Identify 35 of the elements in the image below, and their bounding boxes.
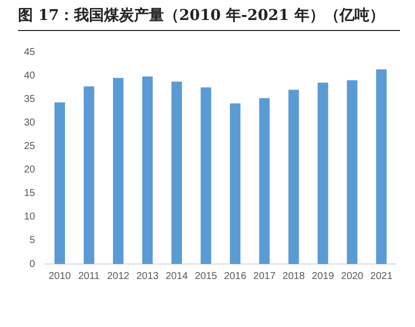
y-tick-label: 35 — [24, 94, 36, 105]
y-tick-label: 45 — [24, 46, 36, 58]
x-tick-label: 2014 — [166, 270, 188, 282]
x-tick-label: 2017 — [253, 270, 276, 282]
y-tick-label: 5 — [30, 235, 36, 246]
x-tick-label: 2013 — [136, 270, 160, 282]
x-tick-label: 2012 — [107, 270, 130, 282]
y-tick-label: 15 — [24, 188, 36, 200]
bar — [200, 87, 212, 264]
y-tick-label: 40 — [24, 70, 36, 82]
y-tick-label: 20 — [24, 164, 36, 176]
bar — [171, 82, 182, 264]
x-tick-label: 2016 — [224, 270, 247, 282]
bar — [142, 76, 153, 264]
x-tick-label: 2018 — [282, 270, 306, 282]
bar — [84, 86, 94, 264]
bar — [54, 102, 66, 264]
y-tick-label: 10 — [24, 212, 36, 223]
x-tick-label: 2021 — [370, 270, 393, 282]
x-tick-label: 2015 — [194, 270, 218, 282]
x-tick-label: 2010 — [48, 270, 72, 282]
y-tick-label: 30 — [24, 117, 36, 128]
x-tick-label: 2019 — [312, 270, 334, 282]
x-tick-label: 2011 — [78, 270, 100, 282]
bar — [288, 90, 299, 264]
y-tick-label: 0 — [30, 258, 36, 270]
bar — [230, 103, 240, 264]
chart-title: 图 17：我国煤炭产量（2010 年-2021 年）（亿吨） — [18, 6, 384, 25]
x-tick-label: 2020 — [341, 270, 364, 282]
bar — [376, 69, 387, 264]
y-tick-label: 25 — [24, 140, 36, 152]
bar — [346, 80, 358, 264]
bar — [318, 82, 328, 264]
bar — [259, 98, 270, 264]
bar — [112, 78, 124, 264]
